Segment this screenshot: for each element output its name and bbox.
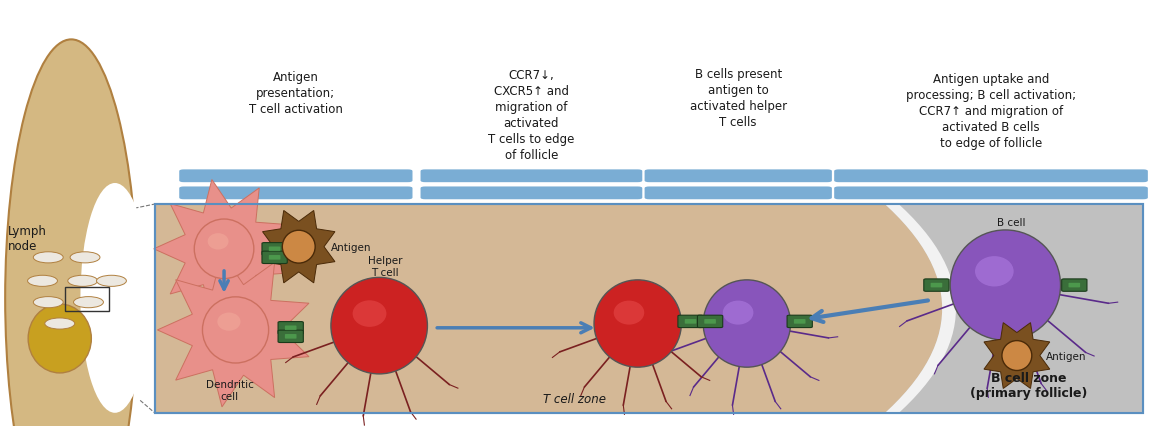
FancyBboxPatch shape	[1069, 283, 1080, 288]
Ellipse shape	[1002, 341, 1032, 371]
FancyBboxPatch shape	[685, 320, 696, 324]
Ellipse shape	[217, 313, 240, 331]
Polygon shape	[157, 253, 309, 407]
FancyBboxPatch shape	[704, 320, 716, 324]
Ellipse shape	[976, 256, 1013, 287]
Circle shape	[28, 276, 57, 287]
Ellipse shape	[703, 280, 791, 367]
Polygon shape	[984, 323, 1050, 389]
Ellipse shape	[331, 278, 427, 374]
Text: Antigen: Antigen	[1046, 351, 1086, 361]
Ellipse shape	[202, 297, 269, 363]
Text: Lymph
node: Lymph node	[8, 225, 47, 253]
Bar	[155, 204, 1143, 413]
Ellipse shape	[614, 301, 645, 325]
FancyBboxPatch shape	[787, 315, 812, 328]
FancyBboxPatch shape	[262, 251, 287, 264]
Text: Antigen: Antigen	[331, 242, 371, 252]
FancyBboxPatch shape	[278, 322, 303, 334]
FancyBboxPatch shape	[834, 170, 1148, 183]
Polygon shape	[885, 204, 1143, 413]
Text: Antigen
presentation;
T cell activation: Antigen presentation; T cell activation	[249, 71, 342, 116]
Ellipse shape	[28, 304, 92, 373]
FancyBboxPatch shape	[794, 320, 805, 324]
FancyBboxPatch shape	[421, 170, 642, 183]
FancyBboxPatch shape	[179, 170, 412, 183]
Ellipse shape	[194, 219, 254, 279]
Circle shape	[97, 276, 126, 287]
Text: B cell: B cell	[997, 218, 1025, 228]
Circle shape	[33, 297, 63, 308]
Bar	[65, 288, 109, 311]
FancyBboxPatch shape	[179, 187, 412, 200]
Polygon shape	[262, 211, 336, 283]
FancyBboxPatch shape	[697, 315, 723, 328]
FancyBboxPatch shape	[269, 247, 280, 251]
Ellipse shape	[723, 301, 754, 325]
Bar	[155, 204, 1143, 413]
Ellipse shape	[594, 280, 681, 367]
Circle shape	[45, 318, 75, 329]
Circle shape	[74, 297, 103, 308]
Circle shape	[68, 276, 98, 287]
FancyBboxPatch shape	[278, 331, 303, 343]
Text: CCR7↓,
CXCR5↑ and
migration of
activated
T cells to edge
of follicle: CCR7↓, CXCR5↑ and migration of activated…	[488, 69, 574, 161]
FancyBboxPatch shape	[645, 187, 832, 200]
FancyBboxPatch shape	[269, 256, 280, 260]
Text: Antigen uptake and
processing; B cell activation;
CCR7↑ and migration of
activat: Antigen uptake and processing; B cell ac…	[905, 72, 1077, 149]
Ellipse shape	[5, 40, 138, 426]
Text: Helper
T cell: Helper T cell	[368, 255, 402, 277]
FancyBboxPatch shape	[421, 187, 642, 200]
Text: Dendritic
cell: Dendritic cell	[206, 379, 254, 401]
Text: T cell zone: T cell zone	[543, 392, 606, 405]
Ellipse shape	[353, 301, 386, 327]
FancyBboxPatch shape	[285, 326, 296, 330]
Polygon shape	[885, 204, 956, 413]
FancyBboxPatch shape	[931, 283, 942, 288]
FancyBboxPatch shape	[262, 243, 287, 256]
Text: B cell zone
(primary follicle): B cell zone (primary follicle)	[970, 371, 1087, 400]
Polygon shape	[154, 180, 291, 318]
Ellipse shape	[80, 184, 149, 413]
FancyBboxPatch shape	[285, 334, 296, 339]
FancyBboxPatch shape	[834, 187, 1148, 200]
Circle shape	[70, 252, 100, 263]
FancyBboxPatch shape	[645, 170, 832, 183]
Text: B cells present
antigen to
activated helper
T cells: B cells present antigen to activated hel…	[689, 68, 787, 128]
Ellipse shape	[283, 231, 315, 263]
Circle shape	[33, 252, 63, 263]
FancyBboxPatch shape	[1062, 279, 1087, 291]
FancyBboxPatch shape	[924, 279, 949, 291]
Ellipse shape	[950, 230, 1061, 340]
Ellipse shape	[208, 233, 229, 250]
FancyBboxPatch shape	[678, 315, 703, 328]
